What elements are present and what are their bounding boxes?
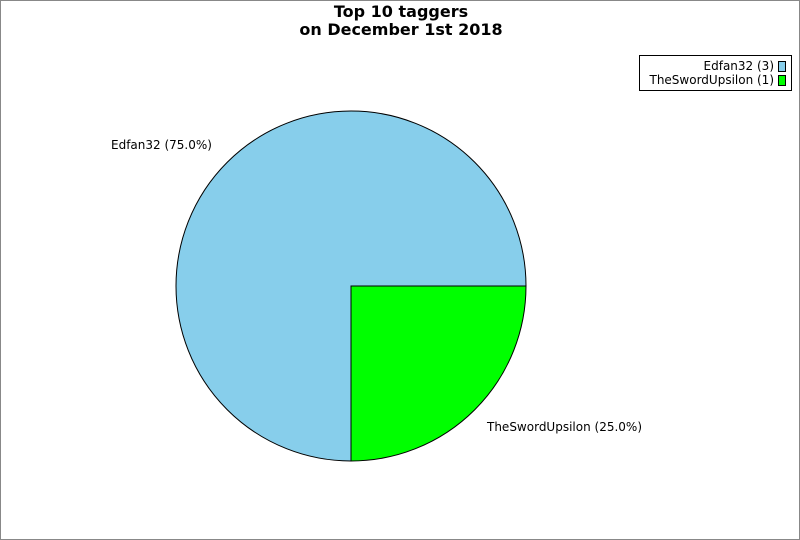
pie-slice-labels: Edfan32 (75.0%) TheSwordUpsilon (25.0%) xyxy=(111,138,642,434)
pie-slices xyxy=(175,110,527,462)
legend-label: TheSwordUpsilon (1) xyxy=(649,73,774,87)
slice-label-theswordupsilon: TheSwordUpsilon (25.0%) xyxy=(486,420,642,434)
chart-title-line-1: Top 10 taggers xyxy=(333,2,469,21)
chart-title: Top 10 taggers on December 1st 2018 xyxy=(1,2,799,39)
chart-legend: Edfan32 (3) TheSwordUpsilon (1) xyxy=(639,55,792,91)
legend-label: Edfan32 (3) xyxy=(703,59,774,73)
pie-slice-theswordupsilon xyxy=(350,285,527,462)
legend-entry-theswordupsilon: TheSwordUpsilon (1) xyxy=(649,73,786,87)
chart-title-line-2: on December 1st 2018 xyxy=(299,20,503,39)
legend-entry-edfan32: Edfan32 (3) xyxy=(704,59,786,73)
legend-swatch xyxy=(778,74,786,86)
legend-swatch xyxy=(778,60,786,72)
slice-label-edfan32: Edfan32 (75.0%) xyxy=(111,138,212,152)
